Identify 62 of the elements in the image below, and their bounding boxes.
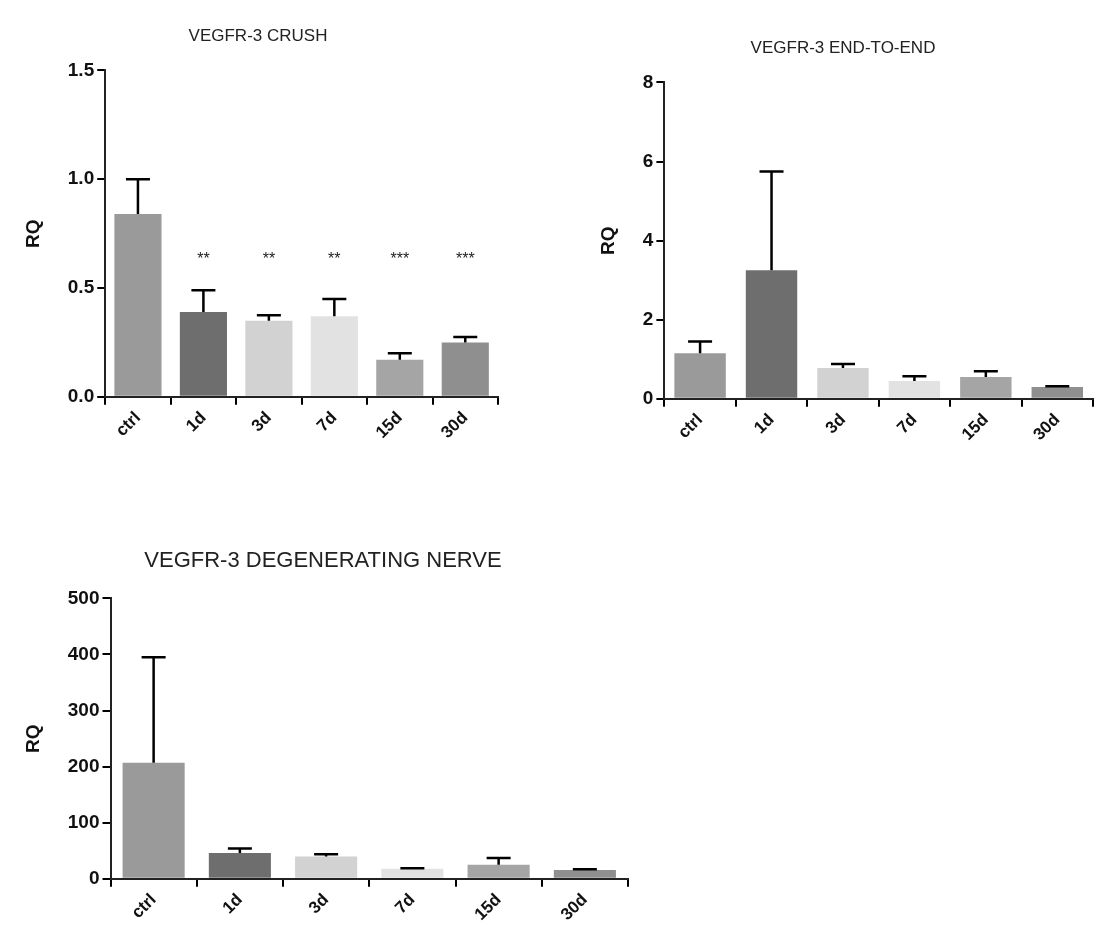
y-tick-label: 1.5 bbox=[67, 58, 95, 80]
annotation: ** bbox=[262, 250, 276, 268]
y-tick-label: 500 bbox=[67, 586, 100, 608]
x-tick-label: 15d bbox=[957, 409, 992, 444]
bar bbox=[745, 270, 798, 398]
y-axis-title: RQ bbox=[21, 724, 43, 753]
y-tick-label: 0 bbox=[88, 867, 100, 889]
bar bbox=[245, 320, 293, 396]
x-tick-label: 3d bbox=[821, 409, 850, 438]
bar bbox=[381, 868, 444, 878]
y-tick-label: 100 bbox=[67, 811, 100, 832]
y-tick-label: 0.5 bbox=[67, 276, 95, 298]
bar bbox=[114, 214, 162, 396]
x-tick-label: 3d bbox=[247, 407, 276, 436]
bar bbox=[674, 353, 726, 398]
x-tick-label: 15d bbox=[470, 889, 505, 924]
chart-title: VEGFR-3 CRUSH bbox=[188, 25, 328, 45]
annotation: ** bbox=[328, 250, 341, 268]
x-tick-label: ctrl bbox=[127, 889, 160, 922]
y-tick-label: 4 bbox=[642, 228, 654, 250]
y-tick-label: 2 bbox=[642, 307, 654, 329]
y-tick-label: 300 bbox=[67, 698, 100, 720]
bar bbox=[888, 381, 941, 398]
bar bbox=[208, 853, 271, 878]
bar bbox=[1031, 386, 1083, 398]
bar bbox=[467, 864, 530, 878]
chart-title: VEGFR-3 DEGENERATING NERVE bbox=[144, 547, 502, 573]
x-tick-label: 7d bbox=[893, 409, 921, 438]
annotation: *** bbox=[390, 250, 410, 268]
y-tick-label: 0 bbox=[642, 387, 654, 409]
chart-title: VEGFR-3 END-TO-END bbox=[750, 37, 936, 57]
x-tick-label: ctrl bbox=[674, 409, 707, 442]
x-tick-label: 15d bbox=[371, 407, 406, 442]
x-tick-label: 1d bbox=[750, 409, 778, 438]
annotation: *** bbox=[455, 250, 475, 268]
y-tick-label: 0.0 bbox=[67, 385, 95, 407]
bar bbox=[122, 762, 185, 878]
y-tick-label: 200 bbox=[67, 754, 100, 776]
x-tick-label: 7d bbox=[313, 407, 341, 436]
x-tick-label: 7d bbox=[391, 889, 419, 918]
bar bbox=[310, 316, 358, 396]
bar bbox=[441, 342, 489, 396]
bar bbox=[376, 359, 424, 396]
x-tick-label: 30d bbox=[1029, 409, 1064, 444]
annotation: ** bbox=[197, 250, 210, 268]
y-tick-label: 8 bbox=[642, 70, 654, 92]
bar bbox=[295, 856, 358, 878]
x-tick-label: 30d bbox=[437, 407, 472, 442]
y-axis-title: RQ bbox=[596, 226, 618, 255]
x-tick-label: ctrl bbox=[111, 407, 145, 440]
y-tick-label: 1.0 bbox=[67, 167, 95, 189]
x-tick-label: 1d bbox=[182, 407, 210, 436]
y-tick-label: 6 bbox=[642, 149, 654, 171]
x-tick-label: 30d bbox=[556, 889, 592, 924]
bar bbox=[817, 368, 869, 398]
x-tick-label: 3d bbox=[304, 889, 333, 918]
x-tick-label: 1d bbox=[218, 889, 247, 918]
y-tick-label: 400 bbox=[67, 642, 100, 664]
y-axis-title: RQ bbox=[21, 219, 43, 248]
bar bbox=[179, 311, 227, 396]
bar bbox=[960, 377, 1012, 398]
bar bbox=[553, 869, 616, 878]
